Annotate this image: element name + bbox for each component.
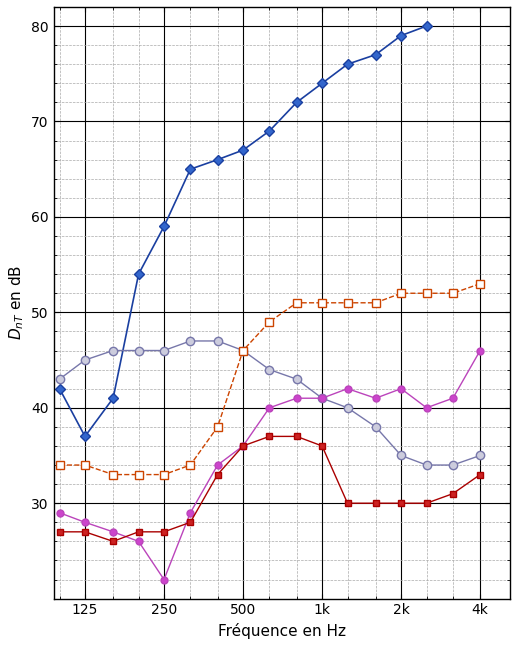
Y-axis label: $D_{nT}$ en dB: $D_{nT}$ en dB (7, 265, 26, 340)
X-axis label: Fréquence en Hz: Fréquence en Hz (218, 623, 346, 639)
